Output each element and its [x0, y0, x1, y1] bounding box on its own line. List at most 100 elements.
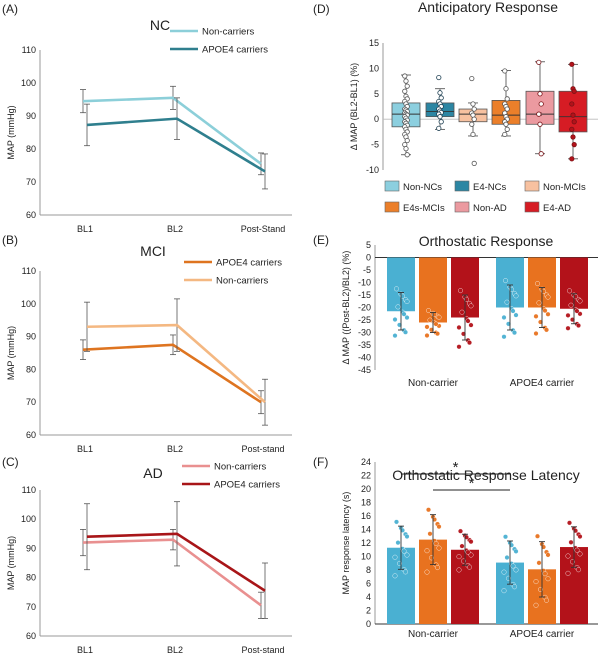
panel-f-dot-1-1-8 [535, 533, 541, 539]
panel-f-dot-1-0-8 [426, 507, 432, 513]
panel-f-ylabel: MAP response latency (s) [341, 492, 351, 595]
panel-c-xtick-label-2: Post-stand [241, 645, 284, 654]
panel-d-point-0-1 [403, 78, 409, 84]
panel-d-ytick-label-2: 0 [374, 114, 379, 124]
panel-e-dot-0-1-8 [503, 278, 509, 284]
panel-f-dot-1-1-1 [545, 576, 551, 582]
panel-e-dot-2-1-8 [567, 288, 573, 294]
panel-c-ytick-label-0: 60 [26, 631, 36, 641]
panel-b-ytick-label-5: 110 [22, 266, 36, 276]
panel-e-dot-1-1-10 [545, 294, 551, 300]
panel-c-xtick-label-0: BL1 [77, 645, 93, 654]
panel-e-dot-2-0-1 [468, 322, 474, 328]
panel-d-legend-swatch-5 [524, 201, 540, 213]
panel-d-point-2-8 [471, 160, 477, 166]
panel-d-box-4 [525, 90, 555, 125]
panel-a-nc-line-chart: NC 60 70 80 90 100 110 MAP (mmHg) BL1 BL2 Post-Sta… [6, 17, 292, 234]
panel-e-dot-1-0-10 [436, 314, 442, 320]
panel-f-dot-0-0-12 [401, 548, 407, 554]
panel-c-legend-label-1: APOE4 carriers [214, 480, 280, 491]
panel-f-dot-1-0-12 [433, 541, 439, 547]
panel-a-ytick-label-5: 110 [22, 45, 36, 55]
panel-d-point-2-0 [469, 75, 475, 82]
panel-d-point-0-0 [402, 73, 408, 79]
panel-f-dot-0-0-7 [395, 540, 401, 546]
panel-e-ytick-label-9: 0 [366, 253, 371, 263]
panel-f-dot-0-0-10 [404, 533, 410, 539]
panel-b-legend-label-0: APOE4 carriers [216, 258, 282, 269]
panel-f-dot-2-1-10 [577, 534, 583, 540]
panel-d-title: Anticipatory Response [418, 0, 558, 15]
panel-d-point-5-4 [570, 112, 576, 118]
panel-f-dot-2-0-9 [456, 554, 462, 560]
panel-e-ylabel: Δ MAP ((Post-BL2)/BL2) (%) [341, 251, 351, 365]
panel-f-ytick-label-3: 6 [366, 579, 371, 589]
panel-d-box-5 [558, 90, 588, 133]
panel-c-ytick-label-3: 90 [26, 543, 36, 553]
panel-a-series-line-0 [82, 96, 262, 165]
panel-label-d: (D) [313, 2, 330, 16]
panel-c-ytick-label-4: 100 [21, 514, 36, 524]
panel-e-dot-0-0-9 [392, 317, 398, 323]
panel-f-ytick-label-8: 16 [361, 511, 371, 521]
panel-f-dot-0-0-9 [392, 554, 398, 560]
panel-f-dot-2-1-1 [577, 551, 583, 557]
panel-label-e: (E) [313, 233, 329, 247]
panel-e-dot-1-0-0 [424, 333, 430, 339]
panel-b-xtick-label-2: Post-stand [241, 444, 284, 454]
panel-e-dot-0-0-12 [401, 311, 407, 317]
panel-e-dot-2-1-0 [565, 325, 571, 331]
panel-d-point-1-2 [438, 95, 444, 101]
panel-d-point-2-5 [471, 116, 477, 122]
panel-f-dot-0-1-9 [501, 569, 507, 575]
panel-f-dot-2-0-12 [465, 549, 471, 555]
panel-e-ytick-label-4: -25 [358, 315, 371, 325]
panel-d-ytick-label-0: -10 [366, 165, 379, 175]
panel-d-ytick-label-1: -5 [371, 140, 379, 150]
panel-b-series-line-0 [82, 343, 262, 404]
panel-f-dot-2-1-11 [576, 567, 582, 573]
panel-d-ytick-label-4: 10 [369, 63, 379, 73]
panel-d-point-1-0 [436, 74, 442, 81]
panel-d-point-3-10 [503, 121, 509, 127]
panel-e-ytick-label-3: -30 [358, 328, 371, 338]
panel-f-dot-0-0-1 [404, 552, 410, 558]
panel-d-point-0-2 [404, 83, 410, 89]
panel-d-legend-swatch-1 [454, 180, 470, 192]
panel-e-dot-1-0-9 [424, 324, 430, 330]
panel-d-point-2-6 [469, 121, 475, 127]
panel-b-xtick-label-1: BL2 [167, 444, 183, 454]
panel-e-dot-2-0-8 [458, 288, 464, 294]
panel-e-dot-1-1-8 [535, 281, 541, 287]
panel-b-mci-line-chart: MCI 60 70 80 90 100 110 MAP (mmHg) BL1 BL2 Post-st… [6, 243, 292, 454]
panel-f-dot-0-1-12 [510, 563, 516, 569]
panel-d-point-0-28 [403, 146, 409, 152]
panel-b-ylabel: MAP (mmHg) [6, 326, 16, 380]
panel-e-ytick-label-1: -40 [358, 353, 371, 363]
panel-e-dot-1-1-11 [544, 327, 550, 333]
panel-d-point-3-0 [502, 68, 508, 74]
panel-e-dot-0-1-0 [501, 334, 507, 340]
panel-e-dot-2-0-11 [467, 340, 473, 346]
panel-e-dot-0-1-10 [513, 293, 519, 299]
panel-f-dot-2-0-8 [458, 528, 464, 534]
panel-e-dot-0-0-0 [392, 333, 398, 339]
panel-f-dot-2-1-0 [565, 570, 571, 576]
panel-c-series-line-0 [82, 538, 262, 607]
panel-e-ytick-label-5: -20 [358, 303, 371, 313]
panel-d-point-5-6 [569, 126, 575, 132]
panel-a-ytick-label-2: 80 [26, 144, 36, 154]
panel-f-dot-0-1-1 [513, 567, 519, 573]
panel-d-point-0-29 [404, 152, 410, 158]
panel-e-dot-1-0-7 [427, 317, 433, 323]
panel-e-dot-1-0-8 [426, 308, 432, 314]
panel-d-legend-swatch-2 [524, 180, 540, 192]
panel-f-category-label-1: APOE4 carrier [510, 629, 575, 640]
panel-d-point-4-4 [537, 121, 543, 127]
panel-d-legend-label-2: Non-MCIs [543, 182, 586, 193]
panel-f-dot-2-1-9 [565, 553, 571, 559]
panel-f-ytick-label-11: 22 [361, 471, 371, 481]
panel-e-ytick-label-7: -10 [358, 278, 371, 288]
panel-f-dot-0-1-10 [513, 548, 519, 554]
